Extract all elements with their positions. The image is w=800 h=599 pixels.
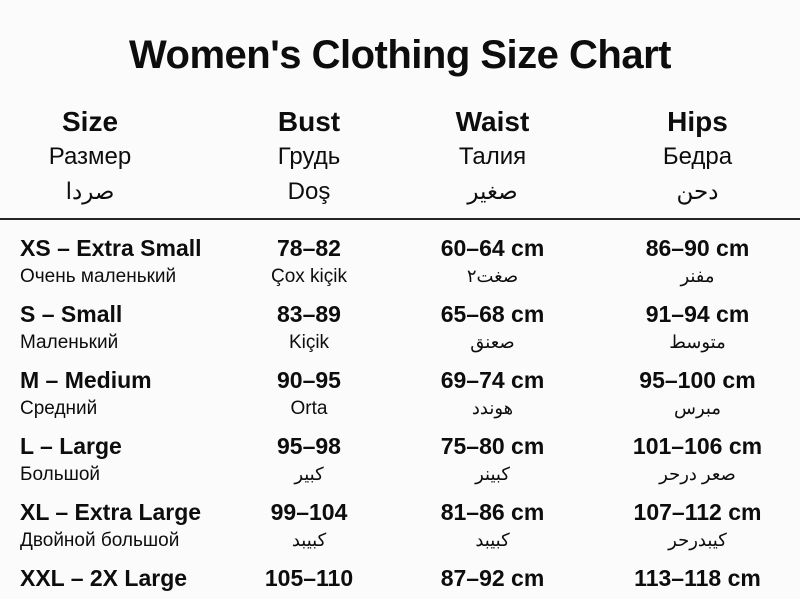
header-waist-en: Waist bbox=[455, 106, 530, 137]
waist-cell: 60–64 cm صغت٢ bbox=[390, 233, 595, 290]
waist-value: 81–86 cm bbox=[440, 499, 545, 525]
table-row-xl: XL – Extra Large Двойной большой 99–104 … bbox=[0, 492, 800, 558]
waist-value: 75–80 cm bbox=[440, 433, 545, 459]
size-value: S – Small bbox=[20, 301, 123, 327]
bust-cell: 83–89 Kiçik bbox=[228, 299, 390, 356]
table-header: Size Размер صردا Bust Грудь Doş Waist Та… bbox=[0, 104, 800, 209]
waist-value: 69–74 cm bbox=[440, 367, 545, 393]
size-cell: XS – Extra Small Очень маленький bbox=[0, 233, 228, 290]
hips-cell: 113–118 cm bbox=[595, 563, 800, 593]
bust-translation: Kiçik bbox=[288, 332, 330, 353]
size-value: XXL – 2X Large bbox=[20, 565, 188, 591]
waist-translation: كبينر bbox=[475, 464, 510, 484]
header-bust: Bust Грудь Doş bbox=[228, 104, 390, 209]
header-bust-en: Bust bbox=[277, 106, 341, 137]
hips-value: 107–112 cm bbox=[633, 499, 762, 525]
size-cell: S – Small Маленький bbox=[0, 299, 228, 356]
bust-cell: 90–95 Orta bbox=[228, 365, 390, 422]
header-waist-ar: صغير bbox=[467, 178, 518, 204]
hips-value: 101–106 cm bbox=[632, 433, 763, 459]
hips-value: 86–90 cm bbox=[645, 235, 750, 261]
page-title: Women's Clothing Size Chart bbox=[129, 33, 671, 77]
size-cell: L – Large Большой bbox=[0, 431, 228, 488]
hips-value: 113–118 cm bbox=[634, 565, 761, 591]
table-row-xs: XS – Extra Small Очень маленький 78–82 Ç… bbox=[0, 228, 800, 294]
size-translation: Маленький bbox=[20, 332, 119, 353]
header-bust-ru: Грудь bbox=[277, 143, 341, 170]
waist-cell: 81–86 cm كبيبد bbox=[390, 497, 595, 554]
waist-value: 87–92 cm bbox=[440, 565, 545, 591]
size-translation: Двойной большой bbox=[20, 530, 180, 551]
size-cell: XL – Extra Large Двойной большой bbox=[0, 497, 228, 554]
hips-translation: كيبدرحر bbox=[668, 530, 727, 550]
bust-cell: 78–82 Çox kiçik bbox=[228, 233, 390, 290]
bust-value: 90–95 bbox=[277, 367, 341, 393]
header-size-en: Size bbox=[61, 106, 119, 137]
hips-translation: صعر درحر bbox=[659, 464, 736, 484]
bust-cell: 99–104 كبيبد bbox=[228, 497, 390, 554]
bust-value: 78–82 bbox=[277, 235, 341, 261]
hips-cell: 95–100 cm مبرس bbox=[595, 365, 800, 422]
header-hips: Hips Бедра دحن bbox=[595, 104, 800, 209]
table-row-s: S – Small Маленький 83–89 Kiçik 65–68 cm… bbox=[0, 294, 800, 360]
waist-value: 65–68 cm bbox=[440, 301, 545, 327]
header-hips-ru: Бедра bbox=[662, 143, 733, 170]
hips-value: 91–94 cm bbox=[645, 301, 750, 327]
size-value: XL – Extra Large bbox=[20, 499, 202, 525]
waist-translation: صعنق bbox=[470, 332, 515, 352]
waist-cell: 65–68 cm صعنق bbox=[390, 299, 595, 356]
header-hips-ar: دحن bbox=[676, 178, 719, 204]
hips-value: 95–100 cm bbox=[639, 367, 756, 393]
header-hips-en: Hips bbox=[667, 106, 728, 137]
hips-translation: مفنر bbox=[680, 266, 715, 286]
bust-value: 105–110 bbox=[264, 565, 354, 591]
hips-cell: 107–112 cm كيبدرحر bbox=[595, 497, 800, 554]
header-waist: Waist Талия صغير bbox=[390, 104, 595, 209]
table-row-m: M – Medium Средний 90–95 Orta 69–74 cm ه… bbox=[0, 360, 800, 426]
header-waist-ru: Талия bbox=[458, 143, 527, 170]
table-row-l: L – Large Большой 95–98 كبير 75–80 cm كب… bbox=[0, 426, 800, 492]
waist-cell: 69–74 cm هوندد bbox=[390, 365, 595, 422]
bust-value: 83–89 bbox=[277, 301, 341, 327]
header-size-ru: Размер bbox=[48, 143, 132, 170]
waist-translation: هوندد bbox=[471, 398, 514, 418]
size-translation: Средний bbox=[20, 398, 98, 419]
size-translation: Большой bbox=[20, 464, 101, 485]
header-bust-az: Doş bbox=[287, 178, 331, 205]
size-cell: M – Medium Средний bbox=[0, 365, 228, 422]
bust-cell: 95–98 كبير bbox=[228, 431, 390, 488]
bust-value: 99–104 bbox=[270, 499, 348, 525]
size-cell: XXL – 2X Large bbox=[0, 563, 228, 593]
bust-value: 95–98 bbox=[277, 433, 341, 459]
waist-cell: 87–92 cm bbox=[390, 563, 595, 593]
bust-translation: Çox kiçik bbox=[270, 266, 347, 287]
waist-translation: كبيبد bbox=[475, 530, 510, 550]
bust-translation: كبير bbox=[294, 464, 324, 484]
hips-translation: متوسط bbox=[669, 332, 726, 352]
waist-cell: 75–80 cm كبينر bbox=[390, 431, 595, 488]
bust-translation: كبيبد bbox=[291, 530, 327, 550]
table-row-xxl: XXL – 2X Large 105–110 87–92 cm 113–118 … bbox=[0, 558, 800, 597]
header-size-ar: صردا bbox=[65, 178, 115, 204]
size-translation: Очень маленький bbox=[20, 266, 177, 287]
table-body: XS – Extra Small Очень маленький 78–82 Ç… bbox=[0, 228, 800, 597]
size-value: M – Medium bbox=[20, 367, 152, 393]
size-value: XS – Extra Small bbox=[20, 235, 202, 261]
bust-cell: 105–110 bbox=[228, 563, 390, 593]
size-value: L – Large bbox=[20, 433, 122, 459]
header-divider bbox=[0, 218, 800, 220]
hips-cell: 101–106 cm صعر درحر bbox=[595, 431, 800, 488]
waist-translation: صغت٢ bbox=[466, 266, 519, 286]
hips-translation: مبرس bbox=[674, 398, 721, 418]
bust-translation: Orta bbox=[290, 398, 328, 419]
hips-cell: 91–94 cm متوسط bbox=[595, 299, 800, 356]
hips-cell: 86–90 cm مفنر bbox=[595, 233, 800, 290]
header-size: Size Размер صردا bbox=[0, 104, 228, 209]
waist-value: 60–64 cm bbox=[440, 235, 545, 261]
